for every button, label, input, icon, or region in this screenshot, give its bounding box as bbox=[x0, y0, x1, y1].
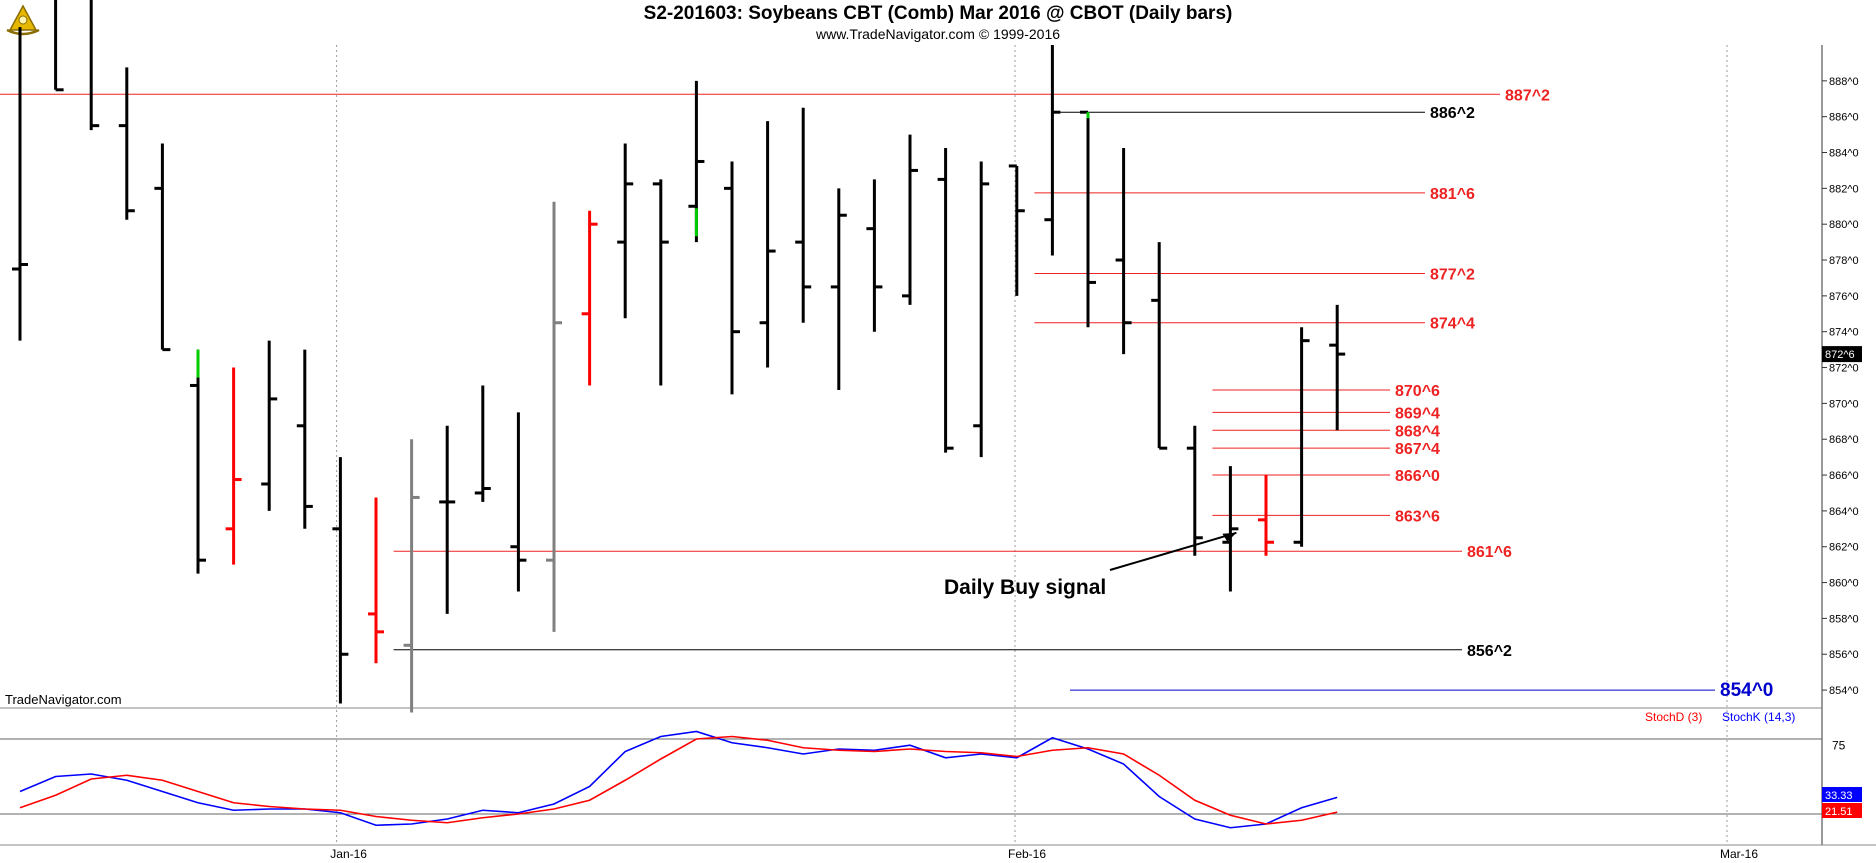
ohlc-bar bbox=[902, 134, 918, 305]
annotation-label: Daily Buy signal bbox=[944, 576, 1106, 599]
ohlc-bar bbox=[1080, 110, 1096, 328]
level-label: 886^2 bbox=[1430, 105, 1475, 122]
ohlc-bar bbox=[332, 457, 349, 704]
ohlc-bar bbox=[617, 143, 634, 319]
level-label: 877^2 bbox=[1430, 266, 1475, 283]
ohlc-bar bbox=[1008, 164, 1025, 296]
ohlc-bar bbox=[154, 143, 171, 352]
stoch-series-k bbox=[19, 730, 1338, 829]
sextant-icon bbox=[6, 4, 40, 36]
chart-background bbox=[0, 45, 1876, 863]
chart-title: S2-201603: Soybeans CBT (Comb) Mar 2016 … bbox=[643, 3, 1233, 24]
ohlc-bar bbox=[474, 385, 491, 502]
y-tick-label: 854^0 bbox=[1829, 685, 1859, 697]
stoch-legend-entry: StochK (14,3) bbox=[1722, 710, 1795, 724]
ohlc-bar bbox=[89, 0, 100, 131]
ohlc-bar bbox=[1044, 45, 1061, 256]
y-tick-label: 886^0 bbox=[1829, 112, 1859, 124]
y-tick-label: 860^0 bbox=[1829, 578, 1859, 590]
stoch-series-d bbox=[19, 735, 1338, 825]
y-tick-label: 888^0 bbox=[1829, 76, 1859, 88]
ohlc-bar bbox=[1258, 475, 1274, 556]
ohlc-bar bbox=[866, 179, 883, 332]
stoch-legend-entry: StochD (3) bbox=[1645, 710, 1702, 724]
ohlc-bar bbox=[12, 27, 28, 341]
y-tick-label: 874^0 bbox=[1829, 327, 1859, 339]
stoch-last-value-label: 33.33 bbox=[1825, 790, 1853, 802]
last-price-marker bbox=[1822, 346, 1862, 363]
ohlc-bar bbox=[830, 188, 847, 390]
ohlc-bar bbox=[546, 201, 562, 632]
ohlc-bar bbox=[1186, 425, 1203, 556]
x-tick-label: Mar-16 bbox=[1720, 847, 1758, 861]
level-label: 874^4 bbox=[1430, 316, 1475, 333]
ohlc-bar bbox=[190, 349, 206, 574]
ohlc-bar bbox=[652, 179, 669, 386]
ohlc-bar bbox=[510, 412, 527, 592]
ohlc-bar bbox=[973, 161, 990, 458]
level-label: 869^4 bbox=[1395, 405, 1440, 422]
chart-header: S2-201603: Soybeans CBT (Comb) Mar 2016 … bbox=[0, 0, 1876, 45]
level-label: 870^6 bbox=[1395, 383, 1440, 400]
y-tick-label: 858^0 bbox=[1829, 613, 1859, 625]
level-label: 866^0 bbox=[1395, 468, 1440, 485]
annotation-arrow-line bbox=[1109, 531, 1237, 571]
level-label: 861^6 bbox=[1467, 544, 1512, 561]
ohlc-bar bbox=[688, 80, 705, 243]
ohlc-bar bbox=[403, 439, 420, 713]
x-tick-label: Feb-16 bbox=[1008, 847, 1046, 861]
y-tick-label: 876^0 bbox=[1829, 291, 1859, 303]
ohlc-bar bbox=[261, 340, 278, 511]
level-label: 854^0 bbox=[1720, 680, 1773, 701]
chart-subtitle: www.TradeNavigator.com © 1999-2016 bbox=[815, 26, 1061, 42]
y-tick-label: 864^0 bbox=[1829, 506, 1859, 518]
stoch-last-value-marker bbox=[1822, 803, 1862, 818]
level-label: 856^2 bbox=[1467, 643, 1512, 660]
ohlc-bar bbox=[439, 425, 456, 614]
ohlc-bar bbox=[368, 497, 384, 664]
ohlc-bar bbox=[581, 210, 598, 386]
ohlc-bar bbox=[1151, 242, 1168, 450]
y-tick-label: 872^0 bbox=[1829, 363, 1859, 375]
ohlc-bar bbox=[296, 349, 313, 529]
ohlc-bar bbox=[1115, 148, 1132, 355]
stoch-tick-label: 75 bbox=[1832, 738, 1846, 752]
ohlc-bar bbox=[795, 107, 812, 323]
x-tick-label: Jan-16 bbox=[330, 847, 367, 861]
level-label: 868^4 bbox=[1395, 423, 1440, 440]
ohlc-bar bbox=[1329, 304, 1346, 431]
level-label: 881^6 bbox=[1430, 186, 1475, 203]
ohlc-bar bbox=[118, 67, 135, 220]
price-axis-strip bbox=[1822, 45, 1876, 845]
last-price-label: 872^6 bbox=[1825, 349, 1855, 361]
y-tick-label: 878^0 bbox=[1829, 255, 1859, 267]
level-label: 887^2 bbox=[1505, 87, 1550, 104]
level-label: 867^4 bbox=[1395, 441, 1440, 458]
ohlc-bar bbox=[225, 367, 242, 565]
y-tick-label: 868^0 bbox=[1829, 434, 1859, 446]
stoch-last-value-marker bbox=[1822, 787, 1862, 802]
ohlc-bar bbox=[1293, 327, 1310, 547]
y-tick-label: 856^0 bbox=[1829, 649, 1859, 661]
y-tick-label: 870^0 bbox=[1829, 398, 1859, 410]
y-tick-label: 866^0 bbox=[1829, 470, 1859, 482]
ohlc-bar bbox=[759, 121, 776, 368]
stoch-last-value-label: 21.51 bbox=[1825, 806, 1853, 818]
level-label: 863^6 bbox=[1395, 508, 1440, 525]
ohlc-bar bbox=[54, 0, 64, 92]
watermark: TradeNavigator.com bbox=[5, 692, 122, 707]
y-tick-label: 880^0 bbox=[1829, 219, 1859, 231]
y-tick-label: 884^0 bbox=[1829, 148, 1859, 160]
ohlc-bar bbox=[1222, 466, 1239, 592]
y-tick-label: 862^0 bbox=[1829, 542, 1859, 554]
y-tick-label: 882^0 bbox=[1829, 183, 1859, 195]
ohlc-bar bbox=[937, 148, 954, 453]
annotation-arrow-head bbox=[1222, 532, 1237, 542]
ohlc-bar bbox=[724, 161, 740, 395]
